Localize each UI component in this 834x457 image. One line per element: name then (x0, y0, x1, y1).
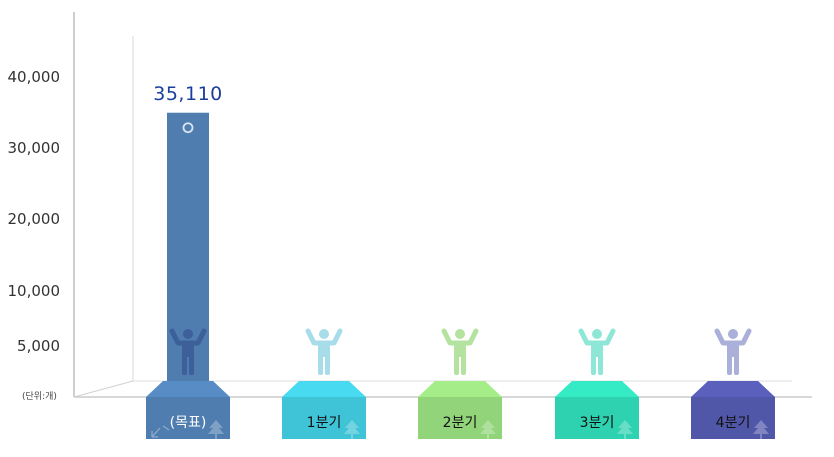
category-label: 1분기 (306, 415, 342, 431)
person-icon-head (592, 329, 602, 339)
person-icon-body (318, 342, 330, 357)
y-tick-label: 5,000 (17, 337, 60, 355)
person-icon-leg (454, 355, 459, 375)
pedestal-front (282, 397, 366, 439)
category-label: 3분기 (579, 415, 615, 431)
person-icon-head (183, 329, 193, 339)
person-icon-leg (734, 355, 739, 375)
category-label: 4분기 (715, 415, 751, 431)
category-label: 2분기 (442, 415, 478, 431)
person-icon-body (454, 342, 466, 357)
person-icon-body (182, 342, 194, 357)
person-icon-leg (461, 355, 466, 375)
person-icon-leg (591, 355, 596, 375)
pedestal-front (418, 397, 502, 439)
pedestal-front (555, 397, 639, 439)
tree-icon (753, 420, 769, 439)
person-icon-body (727, 342, 739, 357)
y-tick-label: 40,000 (7, 68, 61, 86)
pedestal-top (418, 381, 502, 397)
person-icon-leg (727, 355, 732, 375)
person-icon-leg (598, 355, 603, 375)
person-icon-body (591, 342, 603, 357)
person-icon-head (319, 329, 329, 339)
person-icon-leg (182, 355, 187, 375)
pedestal-top (146, 381, 230, 397)
tree-icon (344, 420, 360, 439)
pedestal-front (146, 397, 230, 439)
category-label: (목표) (169, 415, 207, 431)
pedestal-top (282, 381, 366, 397)
person-icon-leg (189, 355, 194, 375)
bar-marker-circle (182, 122, 194, 134)
tree-icon (617, 420, 633, 439)
person-icon-head (728, 329, 738, 339)
y-tick-label: 20,000 (7, 210, 61, 228)
y-tick-label: 30,000 (7, 139, 61, 157)
pedestal-top (555, 381, 639, 397)
tree-icon (480, 420, 496, 439)
unit-label: (단위:개) (22, 392, 57, 402)
person-icon-head (455, 329, 465, 339)
pedestal-front (691, 397, 775, 439)
tree-icon (208, 420, 224, 439)
person-icon-leg (318, 355, 323, 375)
bar-value-label: 35,110 (153, 82, 223, 105)
floor-side-line (73, 380, 134, 398)
person-icon-leg (325, 355, 330, 375)
pedestal-top (691, 381, 775, 397)
y-tick-label: 10,000 (7, 282, 61, 300)
arrow-deco-icon (151, 425, 170, 438)
